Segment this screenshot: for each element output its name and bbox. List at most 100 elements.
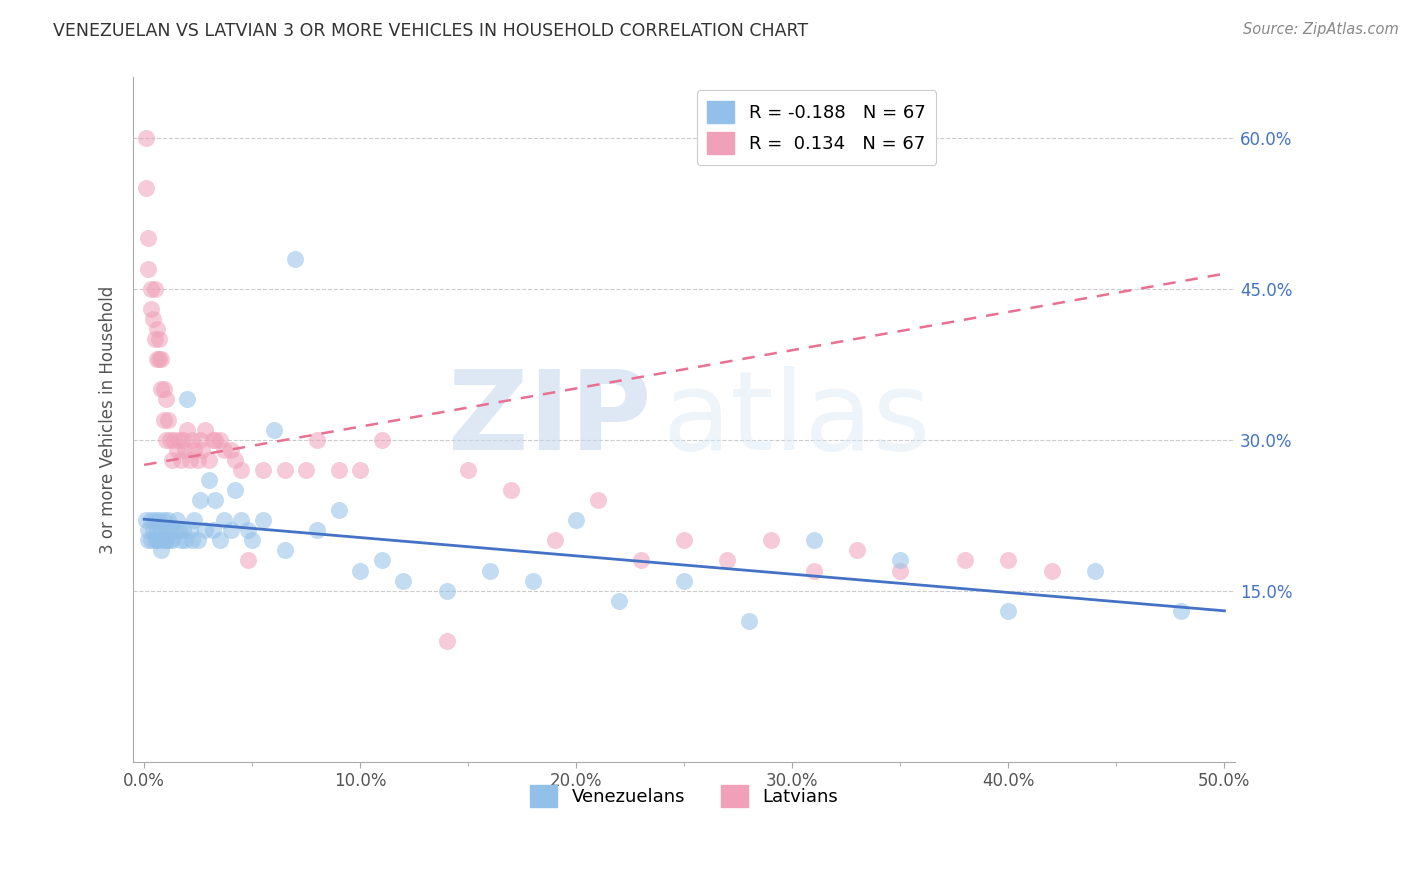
Point [139,282,162,296]
Point [187,453,209,467]
Point [328,503,350,517]
Point [204,433,226,447]
Point [305,433,328,447]
Point [143,533,166,548]
Point [160,533,183,548]
Point [179,524,201,538]
Y-axis label: 3 or more Vehicles in Household: 3 or more Vehicles in Household [100,285,117,554]
Point [156,412,179,426]
Point [522,574,544,588]
Point [187,533,209,548]
Point [139,301,162,316]
Point [997,604,1019,618]
Point [231,463,253,477]
Point [179,453,201,467]
Point [170,533,193,548]
Point [630,553,652,567]
Point [172,433,194,447]
Point [208,533,231,548]
Point [202,524,225,538]
Point [198,453,221,467]
Point [188,433,211,447]
Point [155,524,177,538]
Point [673,574,696,588]
Point [501,483,523,497]
Point [803,533,825,548]
Point [167,433,190,447]
Point [328,463,350,477]
Point [170,453,193,467]
Point [152,383,174,397]
Point [236,553,259,567]
Point [224,453,246,467]
Point [738,614,761,628]
Point [240,533,263,548]
Point [156,513,179,527]
Point [1040,564,1063,578]
Point [953,553,976,567]
Point [565,513,588,527]
Point [803,564,825,578]
Point [163,433,186,447]
Point [142,524,165,538]
Point [166,442,188,457]
Point [846,543,869,558]
Text: atlas: atlas [662,366,931,473]
Point [143,513,166,527]
Point [155,533,177,548]
Point [673,533,696,548]
Point [138,261,160,276]
Point [159,433,181,447]
Point [148,332,170,346]
Point [155,433,177,447]
Point [139,513,162,527]
Point [194,423,217,437]
Point [236,524,259,538]
Point [198,473,221,487]
Point [1170,604,1192,618]
Point [188,493,211,508]
Point [204,493,226,508]
Point [180,533,202,548]
Point [231,513,253,527]
Point [150,524,173,538]
Point [167,524,190,538]
Point [155,392,177,407]
Point [219,524,242,538]
Point [609,593,631,607]
Point [273,463,295,477]
Point [224,483,246,497]
Point [180,433,202,447]
Point [208,433,231,447]
Point [349,463,371,477]
Point [176,392,198,407]
Point [146,533,169,548]
Point [252,513,274,527]
Point [202,433,225,447]
Point [152,533,174,548]
Point [150,383,173,397]
Text: VENEZUELAN VS LATVIAN 3 OR MORE VEHICLES IN HOUSEHOLD CORRELATION CHART: VENEZUELAN VS LATVIAN 3 OR MORE VEHICLES… [53,22,808,40]
Point [139,533,162,548]
Point [174,533,197,548]
Point [152,412,174,426]
Point [305,524,328,538]
Point [295,463,318,477]
Point [183,513,205,527]
Point [478,564,501,578]
Legend: Venezuelans, Latvians: Venezuelans, Latvians [523,778,845,814]
Point [146,322,169,336]
Point [146,524,169,538]
Point [138,231,160,245]
Point [219,442,242,457]
Point [586,493,609,508]
Point [143,282,166,296]
Point [135,513,157,527]
Point [138,533,160,548]
Point [716,553,738,567]
Point [172,524,194,538]
Point [273,543,295,558]
Point [371,553,394,567]
Point [135,181,157,195]
Text: ZIP: ZIP [449,366,651,473]
